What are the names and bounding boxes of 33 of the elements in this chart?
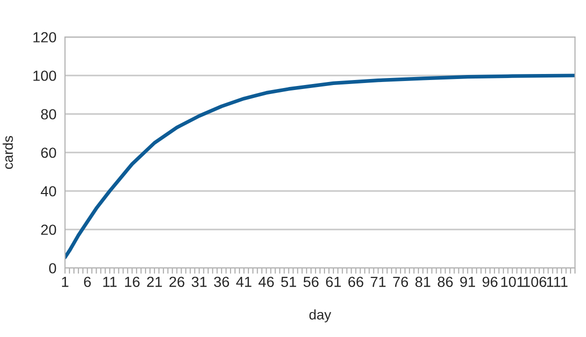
x-tick-label: 41 bbox=[236, 276, 252, 287]
y-tick-label: 60 bbox=[41, 148, 56, 158]
x-tick-label: 61 bbox=[326, 276, 341, 288]
x-tick-label: 26 bbox=[169, 276, 184, 288]
x-tick-label: 46 bbox=[258, 276, 274, 288]
x-tick-label: 31 bbox=[192, 276, 207, 288]
x-tick-label: 56 bbox=[304, 276, 319, 288]
x-tick-label: 96 bbox=[482, 276, 498, 288]
y-tick-label: 0 bbox=[49, 263, 56, 274]
x-tick-label: 21 bbox=[147, 276, 162, 287]
x-tick-label: 1 bbox=[62, 276, 68, 287]
x-tick-label: 11 bbox=[103, 276, 117, 287]
y-tick-label: 100 bbox=[33, 70, 56, 81]
line-series bbox=[65, 74, 575, 260]
x-tick-label: 86 bbox=[438, 276, 453, 288]
x-tick-label: 106 bbox=[524, 276, 546, 288]
x-tick-label: 16 bbox=[125, 276, 140, 288]
y-tick-label: 40 bbox=[40, 186, 56, 196]
y-tick-label: 80 bbox=[41, 109, 56, 120]
x-tick-label: 51 bbox=[281, 276, 296, 288]
x-tick-label: 81 bbox=[415, 276, 430, 288]
x-tick-label: 76 bbox=[393, 276, 408, 288]
x-tick-label: 71 bbox=[370, 276, 386, 287]
x-axis-title: day bbox=[309, 309, 332, 322]
x-tick-label: 6 bbox=[84, 276, 91, 288]
x-tick-label: 66 bbox=[348, 276, 364, 288]
y-tick-label: 20 bbox=[41, 224, 56, 235]
x-tick-label: 91 bbox=[460, 276, 476, 288]
y-axis-title: cards bbox=[2, 136, 13, 169]
x-tick-label: 101 bbox=[501, 276, 524, 288]
y-tick-label: 120 bbox=[33, 32, 56, 42]
x-tick-label: 111 bbox=[547, 276, 568, 287]
x-tick-label: 36 bbox=[214, 276, 230, 288]
